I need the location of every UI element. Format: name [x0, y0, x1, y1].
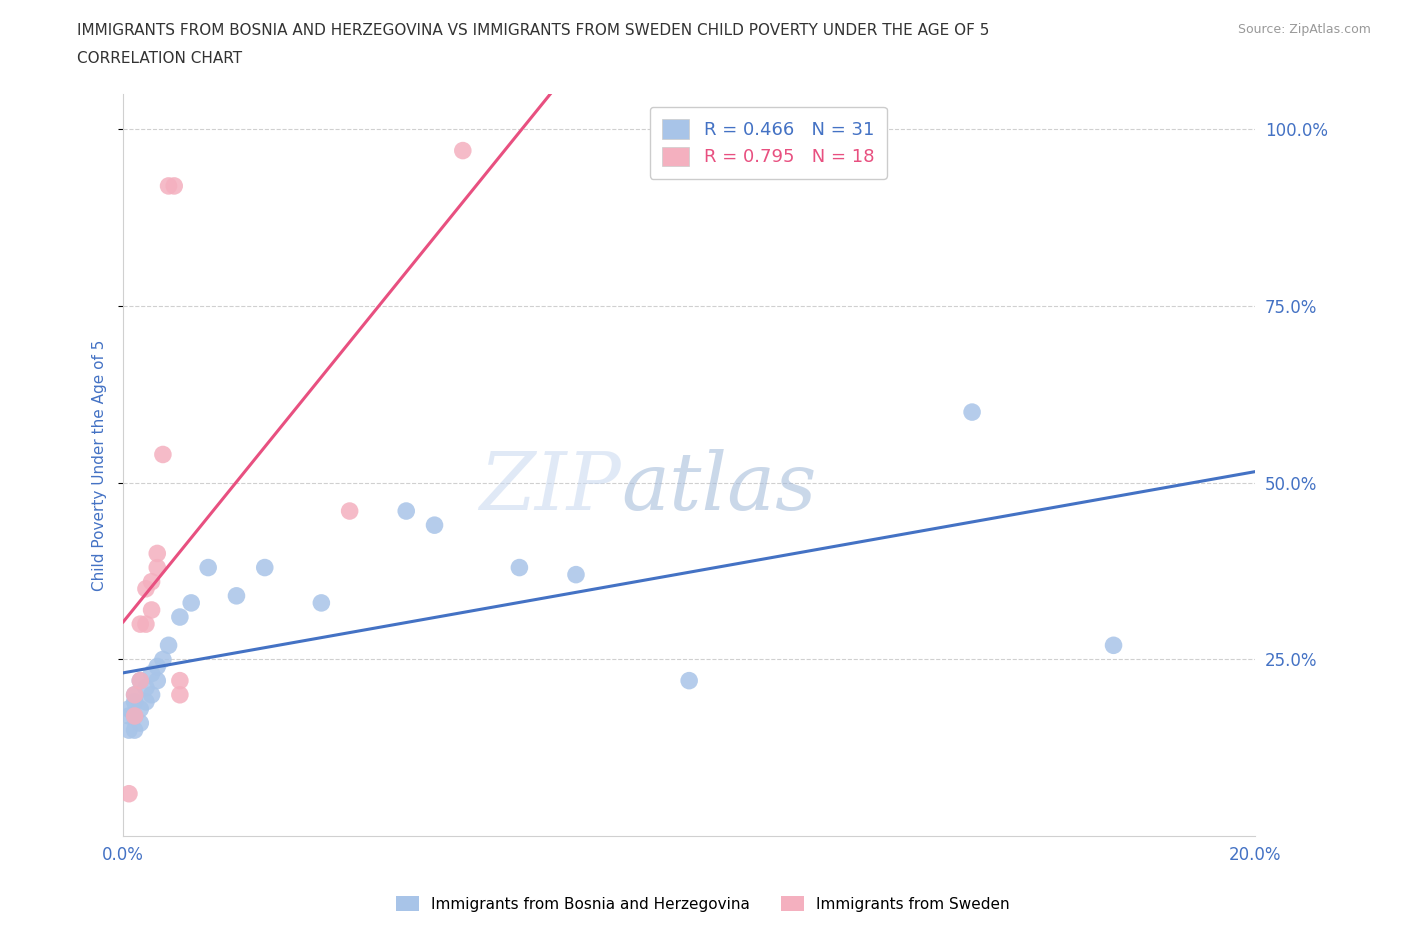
Point: [152, 447, 174, 462]
Point: [311, 595, 333, 610]
Point: [135, 617, 157, 631]
Point: [141, 574, 163, 589]
Point: [135, 695, 157, 710]
Point: [152, 652, 174, 667]
Point: [146, 673, 169, 688]
Text: IMMIGRANTS FROM BOSNIA AND HERZEGOVINA VS IMMIGRANTS FROM SWEDEN CHILD POVERTY U: IMMIGRANTS FROM BOSNIA AND HERZEGOVINA V…: [77, 23, 990, 38]
Point: [129, 715, 152, 730]
Point: [129, 617, 152, 631]
Text: atlas: atlas: [621, 448, 817, 526]
Point: [180, 595, 202, 610]
Point: [124, 709, 146, 724]
Point: [124, 723, 146, 737]
Point: [451, 143, 474, 158]
Point: [1102, 638, 1125, 653]
Point: [118, 709, 141, 724]
Point: [565, 567, 588, 582]
Legend: Immigrants from Bosnia and Herzegovina, Immigrants from Sweden: Immigrants from Bosnia and Herzegovina, …: [391, 889, 1015, 918]
Point: [124, 695, 146, 710]
Point: [129, 673, 152, 688]
Point: [124, 687, 146, 702]
Point: [135, 680, 157, 695]
Point: [678, 673, 700, 688]
Point: [118, 701, 141, 716]
Point: [169, 609, 191, 624]
Point: [960, 405, 983, 419]
Text: ZIP: ZIP: [479, 448, 621, 526]
Text: CORRELATION CHART: CORRELATION CHART: [77, 51, 242, 66]
Point: [157, 179, 180, 193]
Y-axis label: Child Poverty Under the Age of 5: Child Poverty Under the Age of 5: [93, 339, 107, 591]
Point: [395, 503, 418, 518]
Point: [141, 603, 163, 618]
Point: [423, 518, 446, 533]
Point: [135, 581, 157, 596]
Point: [225, 589, 247, 604]
Point: [141, 666, 163, 681]
Point: [197, 560, 219, 575]
Point: [124, 709, 146, 724]
Point: [339, 503, 361, 518]
Text: Source: ZipAtlas.com: Source: ZipAtlas.com: [1237, 23, 1371, 36]
Legend: R = 0.466   N = 31, R = 0.795   N = 18: R = 0.466 N = 31, R = 0.795 N = 18: [650, 107, 887, 179]
Point: [508, 560, 530, 575]
Point: [163, 179, 186, 193]
Point: [146, 560, 169, 575]
Point: [146, 659, 169, 674]
Point: [124, 687, 146, 702]
Point: [118, 786, 141, 801]
Point: [141, 687, 163, 702]
Point: [129, 701, 152, 716]
Point: [253, 560, 276, 575]
Point: [118, 723, 141, 737]
Point: [169, 687, 191, 702]
Point: [146, 546, 169, 561]
Point: [129, 673, 152, 688]
Point: [169, 673, 191, 688]
Point: [157, 638, 180, 653]
